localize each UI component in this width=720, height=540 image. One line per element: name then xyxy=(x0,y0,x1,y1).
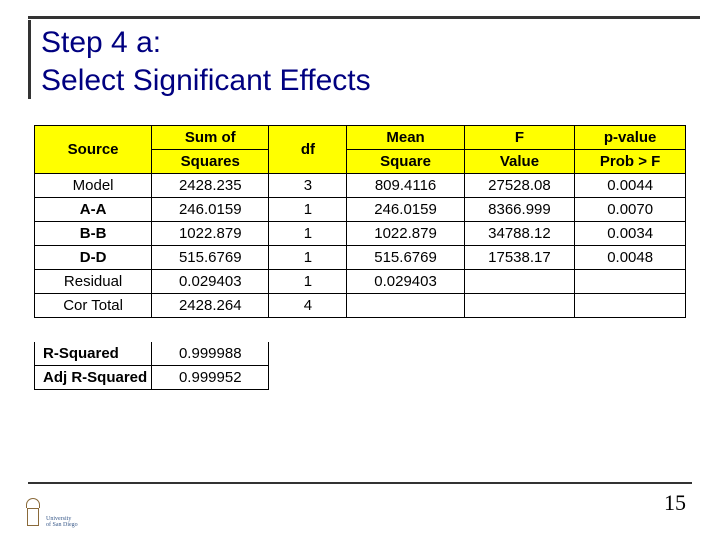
university-logo: Universityof San Diego xyxy=(24,498,78,528)
cell-source: Cor Total xyxy=(35,294,152,318)
cell-f: 27528.08 xyxy=(464,174,575,198)
cell-ss: 515.6769 xyxy=(152,246,269,270)
cell-p xyxy=(575,294,686,318)
cell-f: 8366.999 xyxy=(464,198,575,222)
cell-f: 34788.12 xyxy=(464,222,575,246)
summary-row: Adj R-Squared 0.999952 xyxy=(35,366,686,390)
col-ms-bot: Square xyxy=(347,150,464,174)
table-row: Model 2428.235 3 809.4116 27528.08 0.004… xyxy=(35,174,686,198)
cell-p: 0.0044 xyxy=(575,174,686,198)
cell-f xyxy=(464,294,575,318)
col-p-top: p-value xyxy=(575,126,686,150)
cell-ss: 2428.235 xyxy=(152,174,269,198)
cell-ms: 809.4116 xyxy=(347,174,464,198)
anova-table-wrap: Source Sum of df Mean F p-value Squares … xyxy=(34,125,686,390)
bottom-rule xyxy=(28,482,692,484)
table-row: Cor Total 2428.264 4 xyxy=(35,294,686,318)
cell-ms: 1022.879 xyxy=(347,222,464,246)
cell-df: 1 xyxy=(269,222,347,246)
table-row: Residual 0.029403 1 0.029403 xyxy=(35,270,686,294)
cell-p: 0.0070 xyxy=(575,198,686,222)
cell-p: 0.0034 xyxy=(575,222,686,246)
page-number: 15 xyxy=(664,490,686,516)
cell-df: 1 xyxy=(269,198,347,222)
cell-ms: 0.029403 xyxy=(347,270,464,294)
table-header-row: Source Sum of df Mean F p-value xyxy=(35,126,686,150)
cell-ms: 246.0159 xyxy=(347,198,464,222)
cell-source: A-A xyxy=(35,198,152,222)
col-ss-top: Sum of xyxy=(152,126,269,150)
cell-source: B-B xyxy=(35,222,152,246)
cell-df: 1 xyxy=(269,270,347,294)
cell-ms xyxy=(347,294,464,318)
anova-table: Source Sum of df Mean F p-value Squares … xyxy=(34,125,686,390)
col-f-top: F xyxy=(464,126,575,150)
summary-row: R-Squared 0.999988 xyxy=(35,342,686,366)
col-ms-top: Mean xyxy=(347,126,464,150)
title-line2: Select Significant Effects xyxy=(41,64,371,97)
logo-text: Universityof San Diego xyxy=(46,516,78,528)
cell-source: Residual xyxy=(35,270,152,294)
col-df: df xyxy=(269,126,347,174)
slide-title: Step 4 a: Select Significant Effects xyxy=(41,20,692,99)
summary-value: 0.999952 xyxy=(152,366,269,390)
cell-ms: 515.6769 xyxy=(347,246,464,270)
cell-ss: 1022.879 xyxy=(152,222,269,246)
col-source: Source xyxy=(35,126,152,174)
cell-ss: 246.0159 xyxy=(152,198,269,222)
cell-df: 3 xyxy=(269,174,347,198)
summary-label: Adj R-Squared xyxy=(35,366,152,390)
cell-ss: 2428.264 xyxy=(152,294,269,318)
cell-p: 0.0048 xyxy=(575,246,686,270)
summary-value: 0.999988 xyxy=(152,342,269,366)
title-block: Step 4 a: Select Significant Effects xyxy=(28,20,692,99)
cell-source: D-D xyxy=(35,246,152,270)
cell-p xyxy=(575,270,686,294)
cell-f: 17538.17 xyxy=(464,246,575,270)
title-top-rule xyxy=(28,16,700,19)
cell-df: 1 xyxy=(269,246,347,270)
col-ss-bot: Squares xyxy=(152,150,269,174)
slide: Step 4 a: Select Significant Effects Sou… xyxy=(0,0,720,540)
logo-tower-icon xyxy=(24,498,42,528)
table-row: A-A 246.0159 1 246.0159 8366.999 0.0070 xyxy=(35,198,686,222)
summary-label: R-Squared xyxy=(35,342,152,366)
spacer-row xyxy=(35,318,686,342)
col-f-bot: Value xyxy=(464,150,575,174)
table-row: B-B 1022.879 1 1022.879 34788.12 0.0034 xyxy=(35,222,686,246)
cell-f xyxy=(464,270,575,294)
cell-source: Model xyxy=(35,174,152,198)
title-line1: Step 4 a: xyxy=(41,26,161,59)
cell-ss: 0.029403 xyxy=(152,270,269,294)
cell-df: 4 xyxy=(269,294,347,318)
col-p-bot: Prob > F xyxy=(575,150,686,174)
table-row: D-D 515.6769 1 515.6769 17538.17 0.0048 xyxy=(35,246,686,270)
